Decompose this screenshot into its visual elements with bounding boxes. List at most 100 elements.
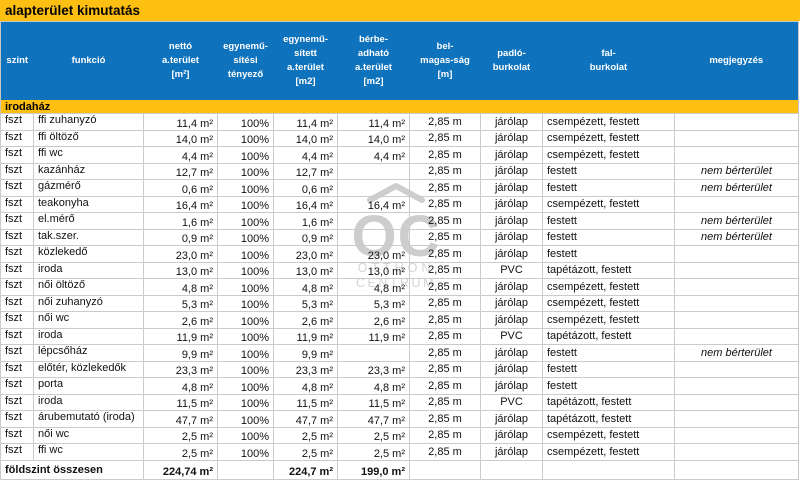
cell-berbe-adhato-terulet: 47,7 m² <box>337 410 410 428</box>
col-header-berbe-adhato-terulet: bérbe- adható a.terület [m2] <box>337 21 410 100</box>
cell-szint: fszt <box>0 327 34 345</box>
cell-egynemusitett-terulet: 4,8 m² <box>273 377 338 395</box>
cell-tenyezo: 100% <box>217 113 274 131</box>
cell-megjegyzes <box>674 245 799 263</box>
table-row: fszt női wc 2,6 m² 100% 2,6 m² 2,6 m² 2,… <box>0 311 799 329</box>
cell-berbe-adhato-terulet: 11,5 m² <box>337 393 410 411</box>
col-header-egynemusitesi-tenyezo: egynemű- sítési tényező <box>217 21 274 100</box>
cell-tenyezo: 100% <box>217 393 274 411</box>
cell-egynemusitett-terulet: 2,5 m² <box>273 426 338 444</box>
cell-megjegyzes <box>674 410 799 428</box>
cell-berbe-adhato-terulet: 11,9 m² <box>337 327 410 345</box>
cell-szint: fszt <box>0 113 34 131</box>
cell-netto-terulet: 5,3 m² <box>143 294 218 312</box>
cell-tenyezo: 100% <box>217 278 274 296</box>
footer-netto-total: 224,74 m² <box>143 459 218 480</box>
cell-berbe-adhato-terulet: 5,3 m² <box>337 294 410 312</box>
cell-falburkolat: tapétázott, festett <box>542 393 675 411</box>
cell-egynemusitett-terulet: 0,6 m² <box>273 179 338 197</box>
cell-falburkolat: csempézett, festett <box>542 443 675 461</box>
cell-egynemusitett-terulet: 11,9 m² <box>273 327 338 345</box>
cell-funkcio: gázmérő <box>33 179 144 197</box>
cell-megjegyzes: nem bérterület <box>674 212 799 230</box>
cell-berbe-adhato-terulet: 4,8 m² <box>337 278 410 296</box>
cell-tenyezo: 100% <box>217 327 274 345</box>
cell-belmagassag: 2,85 m <box>409 261 481 279</box>
cell-funkcio: női wc <box>33 311 144 329</box>
cell-berbe-adhato-terulet: 2,5 m² <box>337 426 410 444</box>
section-row-irodahaz: irodaház <box>0 100 799 114</box>
cell-egynemusitett-terulet: 2,6 m² <box>273 311 338 329</box>
cell-szint: fszt <box>0 179 34 197</box>
cell-netto-terulet: 0,6 m² <box>143 179 218 197</box>
cell-padloburkolat: járólap <box>480 278 543 296</box>
cell-funkcio: porta <box>33 377 144 395</box>
cell-egynemusitett-terulet: 23,3 m² <box>273 360 338 378</box>
cell-berbe-adhato-terulet: 2,5 m² <box>337 443 410 461</box>
cell-netto-terulet: 1,6 m² <box>143 212 218 230</box>
cell-szint: fszt <box>0 443 34 461</box>
cell-padloburkolat: járólap <box>480 426 543 444</box>
cell-tenyezo: 100% <box>217 245 274 263</box>
table-body: fszt ffi zuhanyzó 11,4 m² 100% 11,4 m² 1… <box>0 113 799 461</box>
cell-tenyezo: 100% <box>217 129 274 147</box>
cell-szint: fszt <box>0 245 34 263</box>
cell-szint: fszt <box>0 426 34 444</box>
col-header-funkcio: funkció <box>33 21 144 100</box>
table-row: fszt iroda 11,9 m² 100% 11,9 m² 11,9 m² … <box>0 327 799 345</box>
cell-padloburkolat: járólap <box>480 410 543 428</box>
table-footer: földszint összesen 224,74 m² 224,7 m² 19… <box>0 459 799 480</box>
cell-funkcio: el.mérő <box>33 212 144 230</box>
cell-szint: fszt <box>0 311 34 329</box>
col-header-belmagassag: bel- magas-ság [m] <box>409 21 481 100</box>
cell-egynemusitett-terulet: 2,5 m² <box>273 443 338 461</box>
report-title-bar: alapterület kimutatás <box>0 0 800 21</box>
cell-netto-terulet: 13,0 m² <box>143 261 218 279</box>
cell-netto-terulet: 4,4 m² <box>143 146 218 164</box>
cell-szint: fszt <box>0 212 34 230</box>
cell-megjegyzes <box>674 294 799 312</box>
cell-berbe-adhato-terulet: 13,0 m² <box>337 261 410 279</box>
cell-padloburkolat: járólap <box>480 294 543 312</box>
cell-padloburkolat: járólap <box>480 162 543 180</box>
cell-padloburkolat: PVC <box>480 261 543 279</box>
cell-netto-terulet: 9,9 m² <box>143 344 218 362</box>
cell-tenyezo: 100% <box>217 443 274 461</box>
cell-funkcio: női öltöző <box>33 278 144 296</box>
cell-padloburkolat: járólap <box>480 245 543 263</box>
cell-belmagassag: 2,85 m <box>409 195 481 213</box>
cell-padloburkolat: járólap <box>480 195 543 213</box>
floor-area-table: szint funkció nettó a.terület [m²] egyne… <box>0 21 799 480</box>
cell-megjegyzes <box>674 393 799 411</box>
cell-falburkolat: csempézett, festett <box>542 294 675 312</box>
cell-netto-terulet: 2,5 m² <box>143 443 218 461</box>
cell-belmagassag: 2,85 m <box>409 410 481 428</box>
cell-tenyezo: 100% <box>217 261 274 279</box>
cell-netto-terulet: 47,7 m² <box>143 410 218 428</box>
cell-tenyezo: 100% <box>217 162 274 180</box>
cell-egynemusitett-terulet: 11,4 m² <box>273 113 338 131</box>
footer-tenyezo <box>217 459 274 480</box>
cell-falburkolat: festett <box>542 377 675 395</box>
cell-padloburkolat: járólap <box>480 146 543 164</box>
cell-padloburkolat: járólap <box>480 377 543 395</box>
cell-funkcio: iroda <box>33 393 144 411</box>
cell-megjegyzes <box>674 146 799 164</box>
cell-megjegyzes <box>674 195 799 213</box>
cell-falburkolat: festett <box>542 344 675 362</box>
cell-berbe-adhato-terulet <box>337 162 410 180</box>
cell-netto-terulet: 2,6 m² <box>143 311 218 329</box>
cell-netto-terulet: 11,4 m² <box>143 113 218 131</box>
cell-funkcio: közlekedő <box>33 245 144 263</box>
cell-berbe-adhato-terulet: 4,8 m² <box>337 377 410 395</box>
cell-falburkolat: csempézett, festett <box>542 113 675 131</box>
cell-funkcio: teakonyha <box>33 195 144 213</box>
cell-netto-terulet: 4,8 m² <box>143 278 218 296</box>
cell-megjegyzes <box>674 443 799 461</box>
cell-funkcio: kazánház <box>33 162 144 180</box>
cell-falburkolat: tapétázott, festett <box>542 410 675 428</box>
cell-szint: fszt <box>0 410 34 428</box>
cell-egynemusitett-terulet: 1,6 m² <box>273 212 338 230</box>
cell-funkcio: női wc <box>33 426 144 444</box>
